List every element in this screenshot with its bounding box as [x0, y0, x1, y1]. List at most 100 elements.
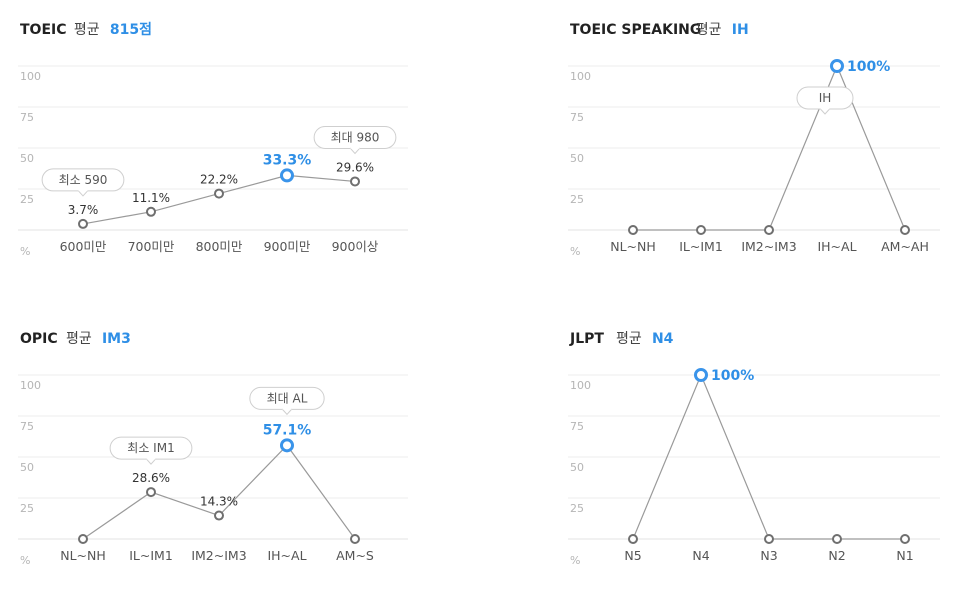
callout-bubble: IH: [796, 86, 854, 115]
x-tick-label: 900이상: [332, 239, 379, 254]
data-point: [146, 487, 156, 498]
summary-label: 평균: [696, 22, 722, 38]
callout-pointer: [819, 108, 831, 115]
y-tick-label: 25: [570, 502, 584, 515]
callout-pointer: [281, 408, 293, 416]
data-point: [900, 225, 910, 235]
data-label: 3.7%: [68, 203, 99, 217]
data-point-highlight: [280, 168, 294, 183]
summary-value: IM3: [102, 331, 131, 347]
data-label: 28.6%: [132, 471, 170, 485]
x-tick-label: NL~NH: [610, 239, 656, 254]
x-tick-label: 600미만: [60, 239, 107, 254]
x-tick-label: 800미만: [196, 239, 243, 254]
callout-text: 최대 980: [331, 130, 380, 144]
data-point: [78, 218, 88, 229]
data-point: [696, 225, 706, 235]
x-tick-label: IH~AL: [267, 548, 306, 563]
chart-panel-4: JLPT 평균 N4 100 75 50 25% N5 N4 N3 N2 N1 100%: [568, 331, 940, 567]
x-tick-label: N5: [624, 548, 641, 563]
y-tick-label: 100: [20, 379, 41, 392]
summary-value: IH: [732, 22, 749, 38]
data-point: [764, 225, 774, 235]
y-tick-label: 75: [20, 111, 34, 124]
chart-title: TOEIC SPEAKING: [570, 22, 701, 38]
callout-bubble: 최대 980: [313, 125, 397, 155]
summary-label: 평균: [74, 22, 100, 38]
y-tick-label: 100: [20, 70, 41, 83]
callout-pointer: [349, 147, 361, 155]
data-label: 100%: [711, 368, 754, 384]
callout-text: IH: [819, 91, 832, 105]
callout-text: 최소 IM1: [127, 441, 174, 455]
y-tick-label: 50: [20, 461, 34, 474]
x-tick-label: N2: [828, 548, 845, 563]
data-point: [146, 206, 156, 217]
data-point: [832, 534, 842, 544]
x-tick-label: IL~IM1: [679, 239, 723, 254]
y-unit-label: %: [570, 245, 580, 258]
x-tick-label: 700미만: [128, 239, 175, 254]
x-tick-label: IH~AL: [817, 239, 856, 254]
data-label: 14.3%: [200, 495, 238, 509]
x-tick-label: N1: [896, 548, 913, 563]
callout-bubble: 최소 590: [41, 168, 125, 197]
y-tick-label: 50: [570, 461, 584, 474]
data-label: 29.6%: [336, 160, 374, 174]
y-tick-label: 25: [570, 193, 584, 206]
data-point: [764, 534, 774, 544]
data-point-highlight: [694, 368, 708, 382]
y-unit-label: %: [20, 554, 30, 567]
data-label: 11.1%: [132, 191, 170, 205]
y-tick-label: 25: [20, 193, 34, 206]
data-point: [350, 534, 360, 544]
data-label: 33.3%: [263, 152, 312, 168]
chart-panel-1: TOEIC 평균 815점 100 75 50 25% 600미만 700미만 800미만 900미…: [18, 21, 408, 258]
callout-text: 최대 AL: [267, 391, 308, 405]
summary-value: 815점: [110, 21, 152, 38]
y-tick-label: 75: [570, 111, 584, 124]
x-tick-label: IM2~IM3: [741, 239, 796, 254]
y-tick-label: 50: [570, 152, 584, 165]
y-tick-label: 25: [20, 502, 34, 515]
callout-bubble: 최대 AL: [249, 386, 325, 416]
chart-title: OPIC: [20, 331, 58, 347]
summary-label: 평균: [66, 331, 92, 347]
y-tick-label: 100: [570, 379, 591, 392]
x-tick-label: IL~IM1: [129, 548, 173, 563]
data-point: [78, 534, 88, 544]
data-point: [350, 176, 360, 187]
chart-panel-3: OPIC 평균 IM3 100 75 50 25% NL~NH IL~IM1 IM2~IM3 IH~…: [18, 331, 408, 567]
data-point-highlight: [830, 59, 844, 73]
summary-label: 평균: [616, 331, 642, 347]
summary-value: N4: [652, 331, 674, 347]
data-point: [628, 225, 638, 235]
data-point: [900, 534, 910, 544]
y-tick-label: 75: [20, 420, 34, 433]
chart-title: JLPT: [569, 331, 604, 347]
x-tick-label: N3: [760, 548, 777, 563]
x-tick-label: AM~S: [336, 548, 374, 563]
callout-pointer: [77, 190, 89, 197]
callout-text: 최소 590: [59, 173, 108, 187]
y-unit-label: %: [570, 554, 580, 567]
data-point: [214, 510, 224, 521]
y-tick-label: 50: [20, 152, 34, 165]
callout-pointer: [145, 458, 157, 465]
data-label: 22.2%: [200, 173, 238, 187]
callout-bubble: 최소 IM1: [109, 436, 193, 465]
y-unit-label: %: [20, 245, 30, 258]
x-tick-label: 900미만: [264, 239, 311, 254]
x-tick-label: IM2~IM3: [191, 548, 246, 563]
data-point: [628, 534, 638, 544]
y-tick-label: 75: [570, 420, 584, 433]
data-point-highlight: [280, 438, 294, 453]
data-point: [214, 188, 224, 199]
chart-title: TOEIC: [20, 22, 67, 38]
data-label: 100%: [847, 59, 890, 75]
y-tick-label: 100: [570, 70, 591, 83]
data-label: 57.1%: [263, 422, 312, 438]
